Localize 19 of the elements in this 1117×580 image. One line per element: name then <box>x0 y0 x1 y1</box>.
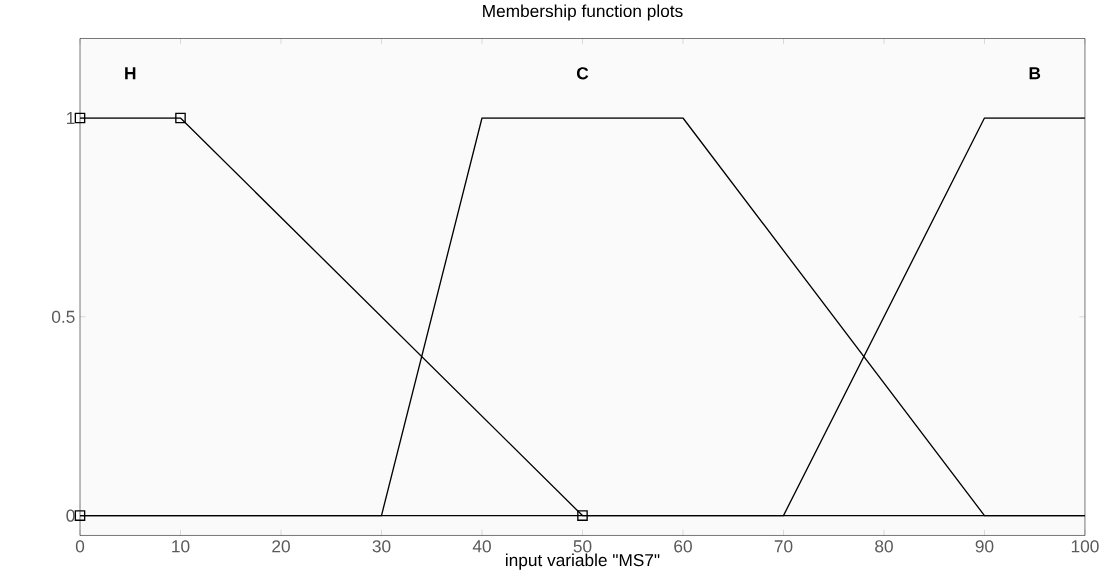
y-tick-label: 0.5 <box>51 310 75 323</box>
x-tick-label: 30 <box>372 539 391 553</box>
y-tick-label: 0 <box>66 509 75 522</box>
text: C <box>576 66 589 80</box>
x-axis-title: input variable "MS7" <box>505 553 660 570</box>
x-tick-label: 0 <box>75 539 85 553</box>
chart-title: Membership function plots <box>483 4 683 21</box>
x-tick-label: 70 <box>774 539 793 553</box>
y-tick-label: 1 <box>67 111 75 124</box>
x-tick-label: 100 <box>1071 539 1099 553</box>
x-tick-label: 50 <box>573 539 592 553</box>
x-tick-label: 90 <box>975 539 994 553</box>
text: H <box>125 67 136 79</box>
x-tick-label: 60 <box>674 539 692 553</box>
x-tick-label: 40 <box>472 539 491 553</box>
text: B <box>1029 67 1041 79</box>
x-tick-label: 20 <box>272 539 290 553</box>
x-tick-label: 80 <box>875 539 893 553</box>
x-tick-label: 10 <box>172 539 190 553</box>
